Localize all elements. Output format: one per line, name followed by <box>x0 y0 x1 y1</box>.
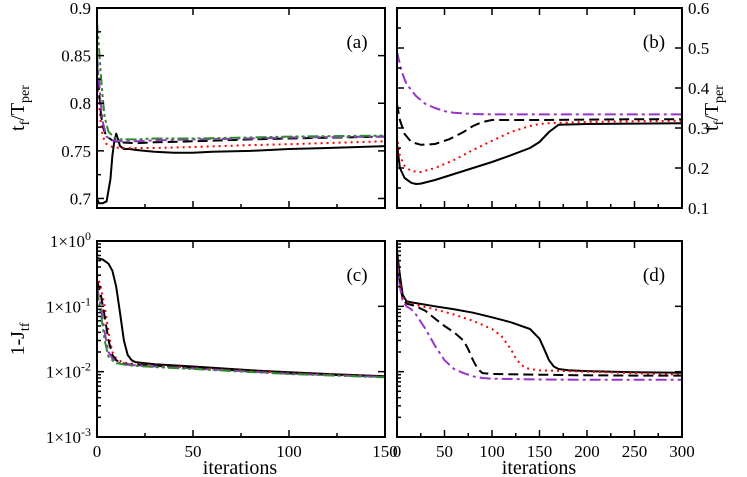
y-title-text: t <box>701 125 723 131</box>
series-line-black-dashed <box>97 65 385 145</box>
tick-exponent: -3 <box>81 425 91 439</box>
series-line-red-dotted <box>397 255 682 376</box>
panel-tag: (c) <box>346 265 367 286</box>
y-title-text: t <box>7 125 29 131</box>
y-axis-title: tf/Tper <box>7 85 33 131</box>
y-tick-label: 0.6 <box>688 0 709 18</box>
y-title-text: 1-J <box>7 331 29 356</box>
y-axis-title: tf/Tper <box>701 85 727 131</box>
x-tick-label: 250 <box>622 442 648 461</box>
panel-4: 0 50 100 150 200 250 300 (d) <box>393 240 695 461</box>
x-axis-title-left: iterations <box>203 457 278 477</box>
y-title-subscript: f <box>18 120 33 125</box>
y-tick-label: 0.7 <box>70 189 92 208</box>
tick-exponent: 0 <box>85 229 91 243</box>
series-group <box>397 51 682 185</box>
panel-2: 0.1 0.2 0.3 0.4 0.5 0.6 (b) tf/Tper <box>396 0 727 218</box>
panel-1: 0.7 0.75 0.8 0.85 0.9 (a) tf/Tper <box>7 0 386 209</box>
series-line-red-dotted <box>397 119 682 173</box>
series-line-black-dashed <box>97 280 385 378</box>
x-tick-label: 50 <box>436 442 453 461</box>
series-line-black-dashed <box>397 257 682 377</box>
series-line-purple-dash-dot <box>397 260 682 381</box>
series-line-black-solid <box>397 250 682 374</box>
tick-exponent: -1 <box>81 294 91 308</box>
panel-tag: (a) <box>346 32 367 53</box>
y-tick-label: 0.75 <box>61 142 91 161</box>
series-line-purple-dash-dot <box>97 55 385 143</box>
series-line-purple-dash-dot <box>397 51 682 116</box>
series-line-red-dotted <box>97 274 385 378</box>
y-tick-label: 0.4 <box>688 79 710 98</box>
series-group <box>97 257 385 379</box>
x-tick-label: 300 <box>669 442 695 461</box>
tick-exponent: -2 <box>81 360 91 374</box>
y-title-text: /T <box>7 103 29 121</box>
y-tick-label: 0.85 <box>61 47 91 66</box>
series-line-green-dash-dot-dot <box>97 289 385 379</box>
series-line-purple-dash-dot <box>97 286 385 378</box>
series-group <box>397 250 682 381</box>
y-title-subscript: per <box>18 85 33 103</box>
x-tick-label: 0 <box>93 442 102 461</box>
series-line-black-solid <box>97 132 385 205</box>
series-line-green-dash-dot-dot <box>97 22 385 141</box>
x-tick-label: 50 <box>185 442 202 461</box>
y-tick-label: 0.2 <box>688 159 709 178</box>
y-tick-label: 0.1 <box>688 199 709 218</box>
y-tick-label: 0.9 <box>70 0 91 18</box>
y-tick-label: 0.8 <box>70 94 91 113</box>
x-tick-label: 150 <box>372 442 398 461</box>
y-tick-label: 0.5 <box>688 39 709 58</box>
series-line-red-dotted <box>97 84 385 149</box>
tick-mantissa: 1×10 <box>46 363 81 382</box>
series-line-black-solid <box>397 122 682 185</box>
tick-mantissa: 1×10 <box>50 232 85 251</box>
series-line-black-dashed <box>397 103 682 146</box>
y-tick-label: 1×10-1 <box>46 294 91 316</box>
plot-frame <box>96 7 386 209</box>
x-tick-label: 150 <box>527 442 553 461</box>
chart-panels: 0.70.750.80.850.9(a)tf/Tper0.10.20.30.40… <box>7 0 727 461</box>
panel-tag: (d) <box>643 265 665 286</box>
x-axis-title-right: iterations <box>502 457 577 477</box>
x-tick-label: 100 <box>276 442 302 461</box>
y-title-subscript: per <box>712 85 727 103</box>
y-tick-label: 0.3 <box>688 119 709 138</box>
y-title-subscript: tf <box>18 322 33 331</box>
y-tick-label: 1×10-2 <box>46 360 91 382</box>
y-axis-title: 1-Jtf <box>7 322 33 355</box>
series-group <box>97 22 385 205</box>
y-tick-label: 1×10-3 <box>46 425 91 447</box>
x-tick-label: 0 <box>393 442 402 461</box>
x-tick-label: 100 <box>479 442 505 461</box>
panel-tag: (b) <box>643 32 665 53</box>
tick-mantissa: 1×10 <box>46 428 81 447</box>
tick-mantissa: 1×10 <box>46 297 81 316</box>
x-tick-label: 200 <box>574 442 600 461</box>
y-tick-label: 1×100 <box>50 229 91 251</box>
y-title-subscript: f <box>712 120 727 125</box>
y-title-text: /T <box>701 103 723 121</box>
series-line-black-solid <box>97 257 385 378</box>
plot-frame <box>96 240 386 438</box>
